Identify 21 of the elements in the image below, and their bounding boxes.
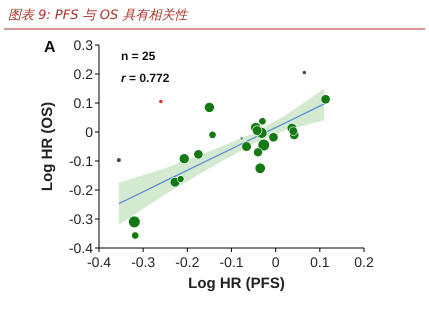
y-tick-label: -0.3 [68,211,94,227]
text: A [44,39,56,56]
y-tick-label: 0.3 [74,37,94,53]
x-axis-title: Log HR (PFS) [188,275,285,292]
y-tick-label: -0.1 [68,153,94,169]
x-tick-label: 0.2 [354,254,374,270]
y-tick-label: -0.2 [68,182,94,198]
x-tick-label: -0.4 [86,254,112,270]
y-axis-title: Log HR (OS) [39,102,56,192]
chart-title: 图表 9: PFS 与 OS 具有相关性 [8,8,188,23]
y-tick-label: 0 [85,124,94,140]
y-tick-label: -0.4 [68,240,94,256]
annotation: r = 0.772 [121,71,170,85]
y-tick-label: 0.2 [74,66,94,82]
x-tick-label: -0.3 [131,254,156,270]
x-tick-label: -0.2 [175,254,200,270]
x-tick-label: 0 [272,254,280,270]
annotation: n = 25 [121,49,156,63]
x-tick-label: 0.1 [310,254,330,270]
x-tick-label: -0.1 [219,254,244,270]
y-tick-label: 0.1 [74,95,94,111]
